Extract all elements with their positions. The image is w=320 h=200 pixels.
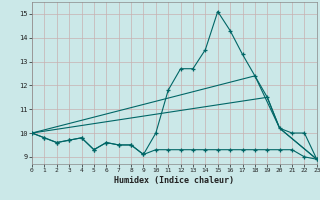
X-axis label: Humidex (Indice chaleur): Humidex (Indice chaleur) (115, 176, 234, 185)
